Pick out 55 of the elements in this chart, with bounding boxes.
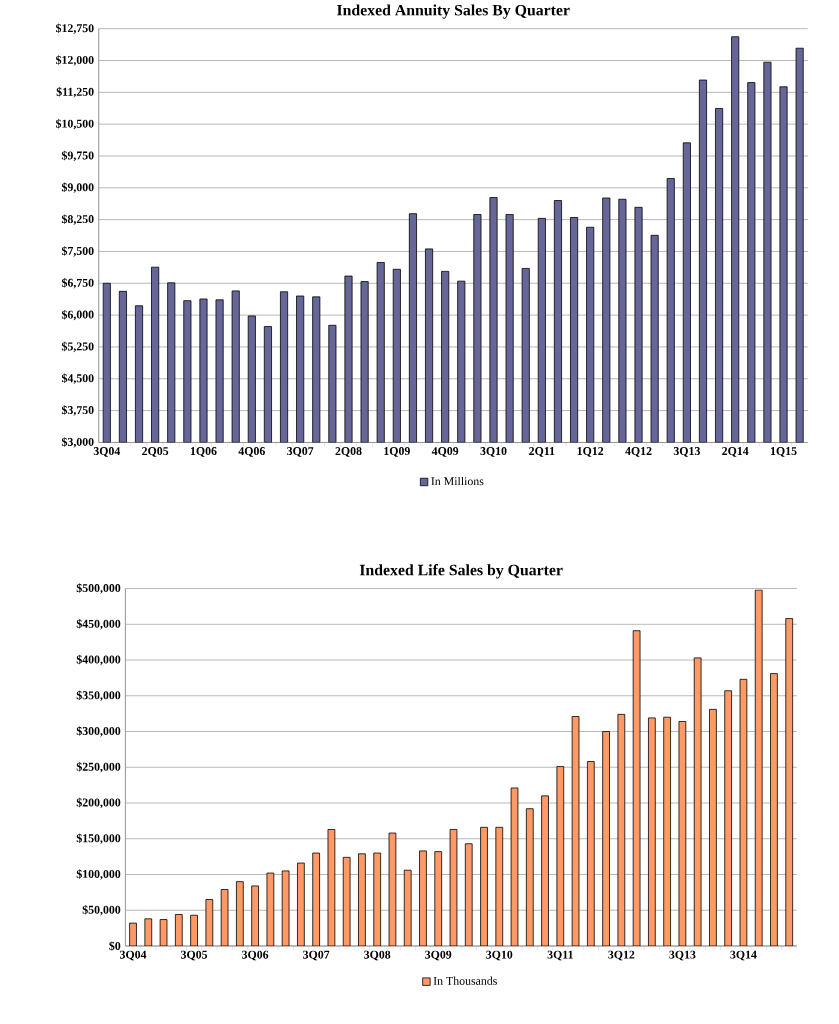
y-tick-label: $4,500 xyxy=(61,373,94,384)
y-tick-label: $9,000 xyxy=(61,182,94,194)
x-tick-label: 1Q06 xyxy=(190,447,217,457)
x-tick-label: 3Q12 xyxy=(608,950,635,961)
y-tick-label: $100,000 xyxy=(76,869,121,880)
y-tick-label: $3,000 xyxy=(61,437,94,448)
x-tick-label: 2Q11 xyxy=(529,447,555,457)
x-tick-label: 4Q06 xyxy=(238,447,265,457)
x-tick-label: 1Q12 xyxy=(577,447,604,457)
x-tick-label: 3Q10 xyxy=(480,447,507,457)
x-tick-label: 3Q11 xyxy=(547,950,573,961)
y-tick-label: $200,000 xyxy=(76,797,121,809)
x-tick-label: 3Q13 xyxy=(673,447,700,457)
y-tick-label: $3,750 xyxy=(61,405,94,416)
chart-title: Indexed Life Sales by Quarter xyxy=(359,564,563,579)
y-tick-label: $8,250 xyxy=(61,214,94,225)
y-tick-label: $150,000 xyxy=(76,833,121,844)
x-tick-label: 2Q05 xyxy=(142,447,169,457)
y-tick-label: $6,000 xyxy=(61,309,94,321)
y-tick-label: $12,750 xyxy=(55,23,94,34)
x-tick-label: 2Q08 xyxy=(335,447,362,457)
y-tick-label: $350,000 xyxy=(76,690,121,701)
y-tick-label: $300,000 xyxy=(76,726,121,737)
x-tick-label: 3Q08 xyxy=(364,950,391,961)
y-tick-label: $250,000 xyxy=(76,762,121,773)
x-tick-label: 3Q09 xyxy=(425,950,452,961)
y-tick-label: $7,500 xyxy=(61,246,94,257)
x-tick-label: 4Q09 xyxy=(431,447,459,457)
y-tick-label: $12,000 xyxy=(55,55,94,66)
x-tick-label: 3Q05 xyxy=(180,950,207,961)
y-tick-label: $500,000 xyxy=(76,583,121,594)
y-tick-label: $5,250 xyxy=(61,341,94,353)
x-tick-label: 4Q12 xyxy=(625,447,652,457)
y-tick-label: $11,250 xyxy=(56,87,94,98)
y-tick-label: $50,000 xyxy=(82,905,121,916)
y-tick-label: $400,000 xyxy=(76,654,121,666)
x-tick-label: 3Q07 xyxy=(286,447,314,457)
legend-label: In Millions xyxy=(431,476,484,486)
y-tick-label: $0 xyxy=(109,941,121,951)
x-tick-label: 1Q09 xyxy=(384,447,410,457)
x-tick-label: 2Q14 xyxy=(722,447,749,457)
y-tick-label: $9,750 xyxy=(61,150,94,162)
y-tick-label: $10,500 xyxy=(55,118,94,130)
x-tick-label: 3Q06 xyxy=(241,950,269,961)
legend-label: In Thousands xyxy=(433,976,497,985)
x-tick-label: 3Q04 xyxy=(93,447,120,457)
x-tick-label: 3Q10 xyxy=(486,950,513,961)
x-tick-label: 3Q13 xyxy=(669,950,696,961)
chart-title: Indexed Annuity Sales By Quarter xyxy=(336,4,570,19)
x-tick-label: 3Q14 xyxy=(730,950,757,961)
x-tick-label: 1Q15 xyxy=(770,447,797,457)
y-tick-label: $6,750 xyxy=(61,278,94,289)
x-tick-label: 3Q07 xyxy=(302,950,330,961)
y-tick-label: $450,000 xyxy=(76,619,121,630)
x-tick-label: 3Q04 xyxy=(119,950,147,961)
